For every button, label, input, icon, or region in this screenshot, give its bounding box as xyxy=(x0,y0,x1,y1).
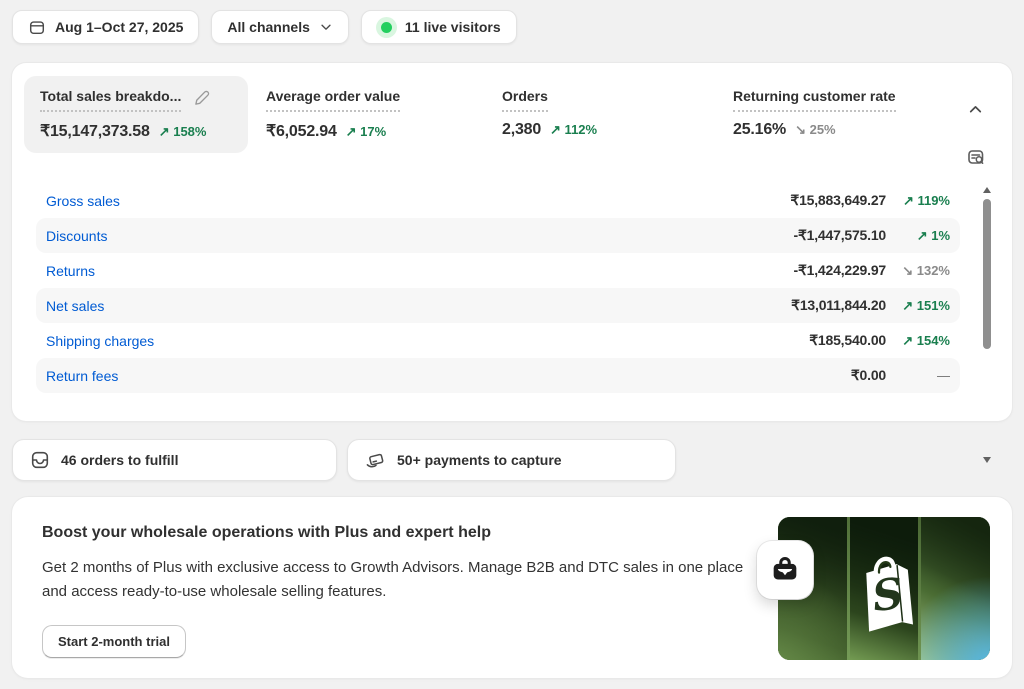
row-delta: ↗ 151% xyxy=(902,297,950,313)
metrics-card: Total sales breakdo... ₹15,147,373.58 ↗ … xyxy=(12,63,1012,463)
row-delta: ↘ 132% xyxy=(902,262,950,278)
promo-body: Get 2 months of Plus with exclusive acce… xyxy=(42,559,744,600)
inspect-data-button[interactable] xyxy=(966,147,986,167)
briefcase-icon xyxy=(773,556,797,580)
promo-illustration: S xyxy=(778,517,990,660)
collapse-card-button[interactable] xyxy=(967,101,984,118)
row-value: ₹0.00 xyxy=(850,367,886,383)
scrollbar-thumb[interactable] xyxy=(983,199,991,349)
table-row: Return fees ₹0.00 — xyxy=(36,358,960,393)
calendar-icon xyxy=(29,21,45,35)
row-value: ₹15,883,649.27 xyxy=(790,192,886,208)
promo-title: Boost your wholesale operations with Plu… xyxy=(42,524,491,541)
metric-label: Orders xyxy=(502,88,548,112)
metric-value: ₹15,147,373.58 xyxy=(40,122,150,140)
live-visitors-button[interactable]: 11 live visitors xyxy=(360,10,517,44)
row-label-link[interactable]: Gross sales xyxy=(46,192,120,209)
row-value: ₹185,540.00 xyxy=(809,332,886,348)
row-label-link[interactable]: Net sales xyxy=(46,297,105,314)
start-trial-button[interactable]: Start 2-month trial xyxy=(42,625,186,658)
payments-capture-icon xyxy=(366,453,384,467)
search-data-icon xyxy=(968,150,984,165)
metric-delta: ↗ 112% xyxy=(550,121,598,137)
channels-label: All channels xyxy=(227,19,310,35)
table-row: Gross sales ₹15,883,649.27 ↗ 119% xyxy=(36,183,960,218)
metric-delta: ↘ 25% xyxy=(795,121,836,137)
metrics-row: Total sales breakdo... ₹15,147,373.58 ↗ … xyxy=(12,63,1012,153)
table-row: Net sales ₹13,011,844.20 ↗ 151% xyxy=(36,288,960,323)
shopify-bag-logo: S xyxy=(866,556,914,632)
promo-illustration-panel xyxy=(921,517,990,660)
metric-tab[interactable]: Total sales breakdo... ₹15,147,373.58 ↗ … xyxy=(24,76,248,153)
metric-tab[interactable]: Returning customer rate 25.16% ↘ 25% xyxy=(717,76,957,153)
scrollbar-down-arrow-icon[interactable] xyxy=(983,457,991,463)
row-delta: ↗ 154% xyxy=(902,332,950,348)
metric-delta: ↗ 158% xyxy=(158,123,207,139)
row-label-link[interactable]: Shipping charges xyxy=(46,332,155,349)
chevron-down-icon xyxy=(321,24,331,30)
chevron-up-icon xyxy=(969,105,982,113)
shopify-logo-letter: S xyxy=(870,569,907,622)
channels-dropdown[interactable]: All channels xyxy=(211,10,349,44)
metric-value: ₹6,052.94 xyxy=(266,122,337,140)
tasks-row: 46 orders to fulfill 50+ payments to cap… xyxy=(12,439,1012,481)
date-range-picker[interactable]: Aug 1–Oct 27, 2025 xyxy=(12,10,200,44)
metric-delta: ↗ 17% xyxy=(345,123,387,139)
scrollbar-up-arrow-icon[interactable] xyxy=(983,187,991,193)
metric-label: Average order value xyxy=(266,88,401,112)
date-range-label: Aug 1–Oct 27, 2025 xyxy=(55,19,184,35)
row-label-link[interactable]: Return fees xyxy=(46,367,119,384)
table-row: Shipping charges ₹185,540.00 ↗ 154% xyxy=(36,323,960,358)
row-value: -₹1,447,575.10 xyxy=(793,227,886,243)
table-scrollbar[interactable] xyxy=(982,187,992,463)
orders-inbox-icon xyxy=(31,451,49,469)
row-delta: — xyxy=(937,368,950,383)
row-delta: ↗ 1% xyxy=(916,227,950,243)
row-value: ₹13,011,844.20 xyxy=(791,297,886,313)
sales-breakdown-table: Gross sales ₹15,883,649.27 ↗ 119% Discou… xyxy=(36,183,960,393)
row-delta: ↗ 119% xyxy=(902,192,950,208)
orders-to-fulfill-label: 46 orders to fulfill xyxy=(61,452,179,468)
wholesale-promo-card: Boost your wholesale operations with Plu… xyxy=(12,497,1012,678)
topbar: Aug 1–Oct 27, 2025 All channels 11 live … xyxy=(0,0,1024,44)
metric-tab[interactable]: Average order value ₹6,052.94 ↗ 17% xyxy=(250,76,484,153)
row-value: -₹1,424,229.97 xyxy=(793,262,886,278)
live-visitors-dot-icon xyxy=(380,21,392,33)
metric-tab[interactable]: Orders 2,380 ↗ 112% xyxy=(486,76,715,153)
row-label-link[interactable]: Returns xyxy=(46,262,96,279)
metric-label: Returning customer rate xyxy=(733,88,896,112)
metric-value: 2,380 xyxy=(502,120,542,138)
live-visitors-label: 11 live visitors xyxy=(404,19,501,35)
row-label-link[interactable]: Discounts xyxy=(46,227,108,244)
table-row: Returns -₹1,424,229.97 ↘ 132% xyxy=(36,253,960,288)
metric-label: Total sales breakdo... xyxy=(40,88,182,112)
metric-value: 25.16% xyxy=(733,120,787,138)
briefcase-badge xyxy=(757,541,813,599)
payments-to-capture-label: 50+ payments to capture xyxy=(397,452,562,468)
table-row: Discounts -₹1,447,575.10 ↗ 1% xyxy=(36,218,960,253)
payments-to-capture-button[interactable]: 50+ payments to capture xyxy=(347,439,676,481)
edit-pencil-icon[interactable] xyxy=(193,89,210,106)
orders-to-fulfill-button[interactable]: 46 orders to fulfill xyxy=(12,439,337,481)
